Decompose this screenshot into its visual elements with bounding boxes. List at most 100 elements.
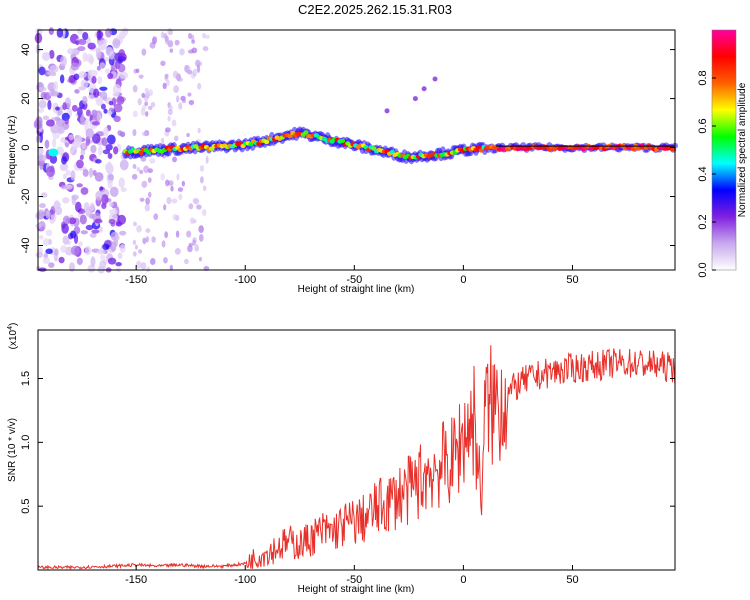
noise-speck — [145, 236, 150, 243]
noise-speck — [78, 71, 87, 79]
noise-speck — [70, 170, 76, 181]
noise-speck — [38, 99, 47, 109]
noise-speck — [107, 110, 113, 116]
noise-speck — [65, 169, 71, 176]
noise-speck — [187, 49, 194, 54]
noise-speck — [95, 47, 102, 59]
noise-speck — [174, 39, 180, 46]
y-tick-label: 0.5 — [20, 499, 32, 514]
x-tick-label: 50 — [566, 274, 578, 286]
noise-speck — [151, 236, 156, 243]
noise-speck — [169, 48, 174, 53]
snr-panel: -150 -100 -50 0 50 0.5 1.0 1.5 Height of strai… — [7, 323, 676, 595]
ridge-core — [669, 147, 675, 152]
noise-speck — [141, 92, 146, 99]
noise-speck — [189, 217, 195, 224]
noise-speck — [150, 101, 156, 108]
noise-speck — [202, 45, 209, 52]
noise-speck — [166, 197, 172, 205]
noise-speck — [106, 172, 115, 184]
noise-speck — [42, 257, 51, 264]
noise-speck — [80, 230, 88, 235]
noise-speck — [93, 88, 100, 98]
noise-speck — [101, 103, 106, 110]
noise-speck — [136, 68, 140, 74]
noise-speck — [91, 109, 98, 119]
noise-speck — [88, 167, 93, 178]
noise-speck — [91, 75, 97, 84]
noise-speck — [195, 244, 199, 251]
noise-speck — [153, 213, 159, 220]
noise-speck — [145, 197, 151, 205]
y-tick-label: 1.5 — [20, 371, 32, 386]
noise-speck — [179, 48, 185, 56]
x-tick-label: -150 — [125, 574, 147, 586]
noise-speck — [80, 187, 89, 195]
snr-scale-factor: (x104) — [7, 323, 19, 350]
noise-speck — [119, 71, 129, 79]
noise-speck — [76, 183, 83, 188]
x-tick-label: -50 — [346, 274, 362, 286]
noise-speck — [119, 159, 129, 171]
noise-speck — [74, 201, 82, 213]
noise-speck — [204, 34, 210, 39]
noise-speck — [80, 79, 89, 89]
noise-speck — [112, 84, 122, 95]
noise-speck — [196, 64, 201, 73]
noise-speck — [42, 238, 50, 247]
noise-speck — [197, 82, 202, 90]
noise-speck — [107, 152, 113, 160]
y-tick-label: 40 — [20, 43, 32, 55]
noise-speck — [132, 128, 137, 137]
noise-speck — [102, 243, 110, 250]
noise-speck — [137, 98, 142, 106]
noise-speck — [37, 209, 46, 220]
noise-speck — [102, 95, 108, 101]
snr-series-line — [37, 345, 676, 571]
noise-speck — [98, 40, 107, 51]
noise-speck — [141, 48, 147, 56]
noise-speck — [147, 168, 154, 174]
noise-speck — [199, 234, 204, 242]
noise-speck — [98, 145, 103, 156]
noise-speck — [70, 230, 77, 239]
annotation-dot — [421, 86, 427, 92]
noise-speck — [108, 218, 116, 225]
annotation-dot — [432, 76, 438, 82]
noise-speck — [37, 146, 44, 157]
noise-speck — [198, 225, 204, 233]
noise-speck — [57, 126, 65, 134]
noise-speck — [116, 95, 125, 105]
noise-speck — [139, 197, 145, 202]
noise-speck — [99, 254, 106, 260]
noise-speck — [101, 137, 108, 147]
noise-speck — [91, 121, 100, 126]
noise-speck — [68, 134, 75, 141]
x-tick-label: 50 — [566, 574, 578, 586]
ridge-core — [339, 138, 346, 144]
colorbar-tick-label: 0.6 — [697, 118, 709, 133]
noise-speck — [38, 66, 46, 76]
noise-speck — [141, 180, 148, 188]
noise-speck — [90, 256, 96, 267]
noise-speck — [55, 106, 60, 111]
noise-speck — [95, 159, 102, 164]
noise-speck — [90, 144, 97, 154]
noise-speck — [39, 163, 44, 171]
noise-speck — [184, 258, 189, 265]
noise-speck — [82, 169, 89, 177]
noise-speck — [172, 156, 178, 163]
noise-speck — [45, 229, 53, 237]
noise-speck — [76, 159, 84, 169]
noise-speck — [69, 149, 74, 154]
noise-speck — [117, 56, 126, 62]
spectrogram-noise-layer — [33, 27, 210, 274]
noise-speck — [134, 244, 138, 250]
noise-speck — [136, 167, 140, 172]
noise-speck — [138, 74, 144, 79]
noise-speck — [136, 260, 142, 269]
noise-speck — [108, 100, 114, 106]
noise-speck — [174, 247, 181, 255]
noise-speck — [192, 68, 198, 77]
noise-speck — [163, 32, 168, 39]
